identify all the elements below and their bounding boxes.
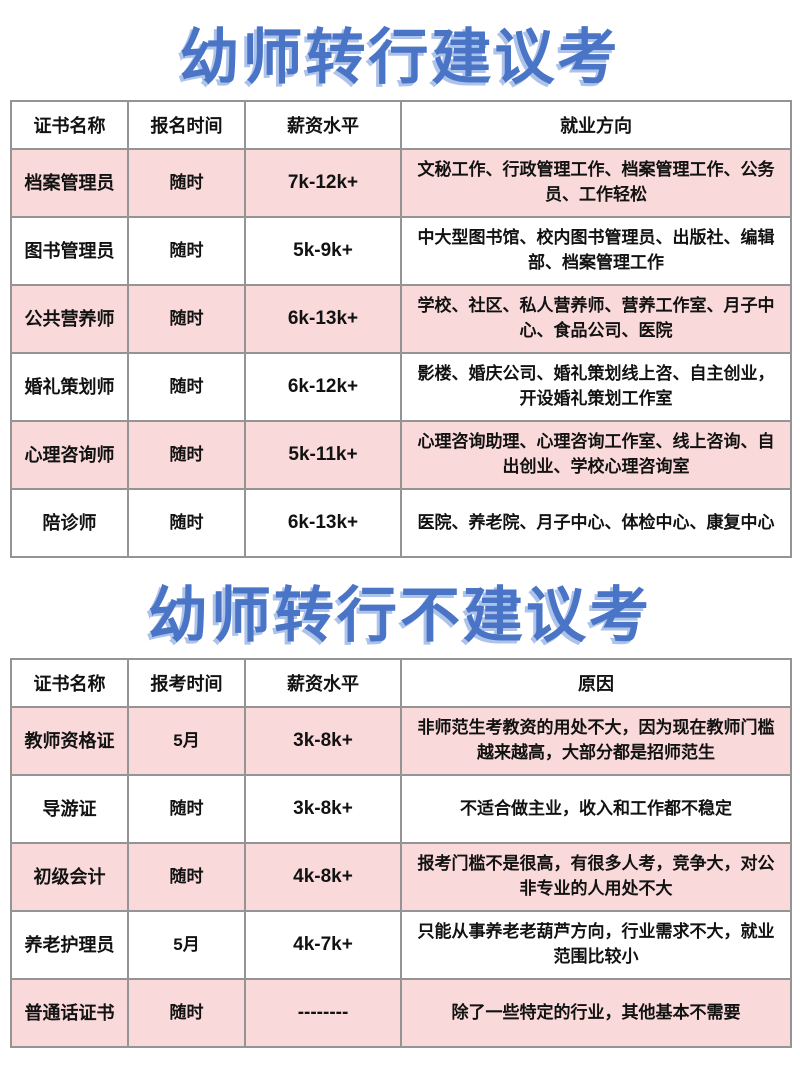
reason-cell: 不适合做主业，收入和工作都不稳定	[400, 774, 792, 844]
cert-name-cell: 初级会计	[10, 842, 129, 912]
header-cert-name: 证书名称	[10, 658, 129, 708]
salary-cell: 5k-9k+	[244, 216, 402, 286]
time-cell: 随时	[127, 488, 246, 558]
header-signup-time: 报名时间	[127, 100, 246, 150]
time-cell: 5月	[127, 706, 246, 776]
cert-name-cell: 教师资格证	[10, 706, 129, 776]
page-title-not-recommended: 幼师转行不建议考	[148, 582, 652, 649]
cert-name-cell: 导游证	[10, 774, 129, 844]
direction-cell: 中大型图书馆、校内图书管理员、出版社、编辑部、档案管理工作	[400, 216, 792, 286]
cert-name-cell: 陪诊师	[10, 488, 129, 558]
salary-cell: --------	[244, 978, 402, 1048]
cert-name-cell: 图书管理员	[10, 216, 129, 286]
time-cell: 随时	[127, 148, 246, 218]
time-cell: 5月	[127, 910, 246, 980]
time-cell: 随时	[127, 352, 246, 422]
time-cell: 随时	[127, 420, 246, 490]
table-row: 图书管理员 随时 5k-9k+ 中大型图书馆、校内图书管理员、出版社、编辑部、档…	[10, 216, 792, 286]
direction-cell: 学校、社区、私人营养师、营养工作室、月子中心、食品公司、医院	[400, 284, 792, 354]
reason-cell: 只能从事养老老葫芦方向，行业需求不大，就业范围比较小	[400, 910, 792, 980]
salary-cell: 3k-8k+	[244, 774, 402, 844]
salary-cell: 6k-13k+	[244, 284, 402, 354]
reason-cell: 除了一些特定的行业，其他基本不需要	[400, 978, 792, 1048]
time-cell: 随时	[127, 216, 246, 286]
page-title-recommended: 幼师转行建议考	[179, 24, 621, 91]
cert-name-cell: 公共营养师	[10, 284, 129, 354]
cert-name-cell: 养老护理员	[10, 910, 129, 980]
table-row: 教师资格证 5月 3k-8k+ 非师范生考教资的用处不大，因为现在教师门槛越来越…	[10, 706, 792, 776]
header-employment-direction: 就业方向	[400, 100, 792, 150]
not-recommended-table: 证书名称 报考时间 薪资水平 原因 教师资格证 5月 3k-8k+ 非师范生考教…	[10, 658, 792, 1048]
header-salary-level: 薪资水平	[244, 658, 402, 708]
salary-cell: 4k-8k+	[244, 842, 402, 912]
header-reason: 原因	[400, 658, 792, 708]
salary-cell: 6k-13k+	[244, 488, 402, 558]
table-row: 婚礼策划师 随时 6k-12k+ 影楼、婚庆公司、婚礼策划线上咨、自主创业，开设…	[10, 352, 792, 422]
direction-cell: 影楼、婚庆公司、婚礼策划线上咨、自主创业，开设婚礼策划工作室	[400, 352, 792, 422]
table-row: 普通话证书 随时 -------- 除了一些特定的行业，其他基本不需要	[10, 978, 792, 1048]
salary-cell: 5k-11k+	[244, 420, 402, 490]
cert-name-cell: 普通话证书	[10, 978, 129, 1048]
table-row: 导游证 随时 3k-8k+ 不适合做主业，收入和工作都不稳定	[10, 774, 792, 844]
recommended-table-header: 证书名称 报名时间 薪资水平 就业方向	[10, 100, 792, 150]
header-row: 证书名称 报名时间 薪资水平 就业方向	[10, 100, 792, 150]
recommended-table: 证书名称 报名时间 薪资水平 就业方向 档案管理员 随时 7k-12k+ 文秘工…	[10, 100, 792, 558]
cert-name-cell: 婚礼策划师	[10, 352, 129, 422]
time-cell: 随时	[127, 978, 246, 1048]
salary-cell: 6k-12k+	[244, 352, 402, 422]
direction-cell: 文秘工作、行政管理工作、档案管理工作、公务员、工作轻松	[400, 148, 792, 218]
time-cell: 随时	[127, 842, 246, 912]
salary-cell: 4k-7k+	[244, 910, 402, 980]
reason-cell: 非师范生考教资的用处不大，因为现在教师门槛越来越高，大部分都是招师范生	[400, 706, 792, 776]
table-row: 档案管理员 随时 7k-12k+ 文秘工作、行政管理工作、档案管理工作、公务员、…	[10, 148, 792, 218]
time-cell: 随时	[127, 774, 246, 844]
header-salary-level: 薪资水平	[244, 100, 402, 150]
direction-cell: 医院、养老院、月子中心、体检中心、康复中心	[400, 488, 792, 558]
table-row: 初级会计 随时 4k-8k+ 报考门槛不是很高，有很多人考，竞争大，对公非专业的…	[10, 842, 792, 912]
time-cell: 随时	[127, 284, 246, 354]
salary-cell: 7k-12k+	[244, 148, 402, 218]
table-row: 公共营养师 随时 6k-13k+ 学校、社区、私人营养师、营养工作室、月子中心、…	[10, 284, 792, 354]
direction-cell: 心理咨询助理、心理咨询工作室、线上咨询、自出创业、学校心理咨询室	[400, 420, 792, 490]
cert-name-cell: 心理咨询师	[10, 420, 129, 490]
table-row: 心理咨询师 随时 5k-11k+ 心理咨询助理、心理咨询工作室、线上咨询、自出创…	[10, 420, 792, 490]
header-exam-time: 报考时间	[127, 658, 246, 708]
salary-cell: 3k-8k+	[244, 706, 402, 776]
table-row: 陪诊师 随时 6k-13k+ 医院、养老院、月子中心、体检中心、康复中心	[10, 488, 792, 558]
cert-name-cell: 档案管理员	[10, 148, 129, 218]
table-row: 养老护理员 5月 4k-7k+ 只能从事养老老葫芦方向，行业需求不大，就业范围比…	[10, 910, 792, 980]
not-recommended-table-header: 证书名称 报考时间 薪资水平 原因	[10, 658, 792, 708]
header-row: 证书名称 报考时间 薪资水平 原因	[10, 658, 792, 708]
header-cert-name: 证书名称	[10, 100, 129, 150]
reason-cell: 报考门槛不是很高，有很多人考，竞争大，对公非专业的人用处不大	[400, 842, 792, 912]
